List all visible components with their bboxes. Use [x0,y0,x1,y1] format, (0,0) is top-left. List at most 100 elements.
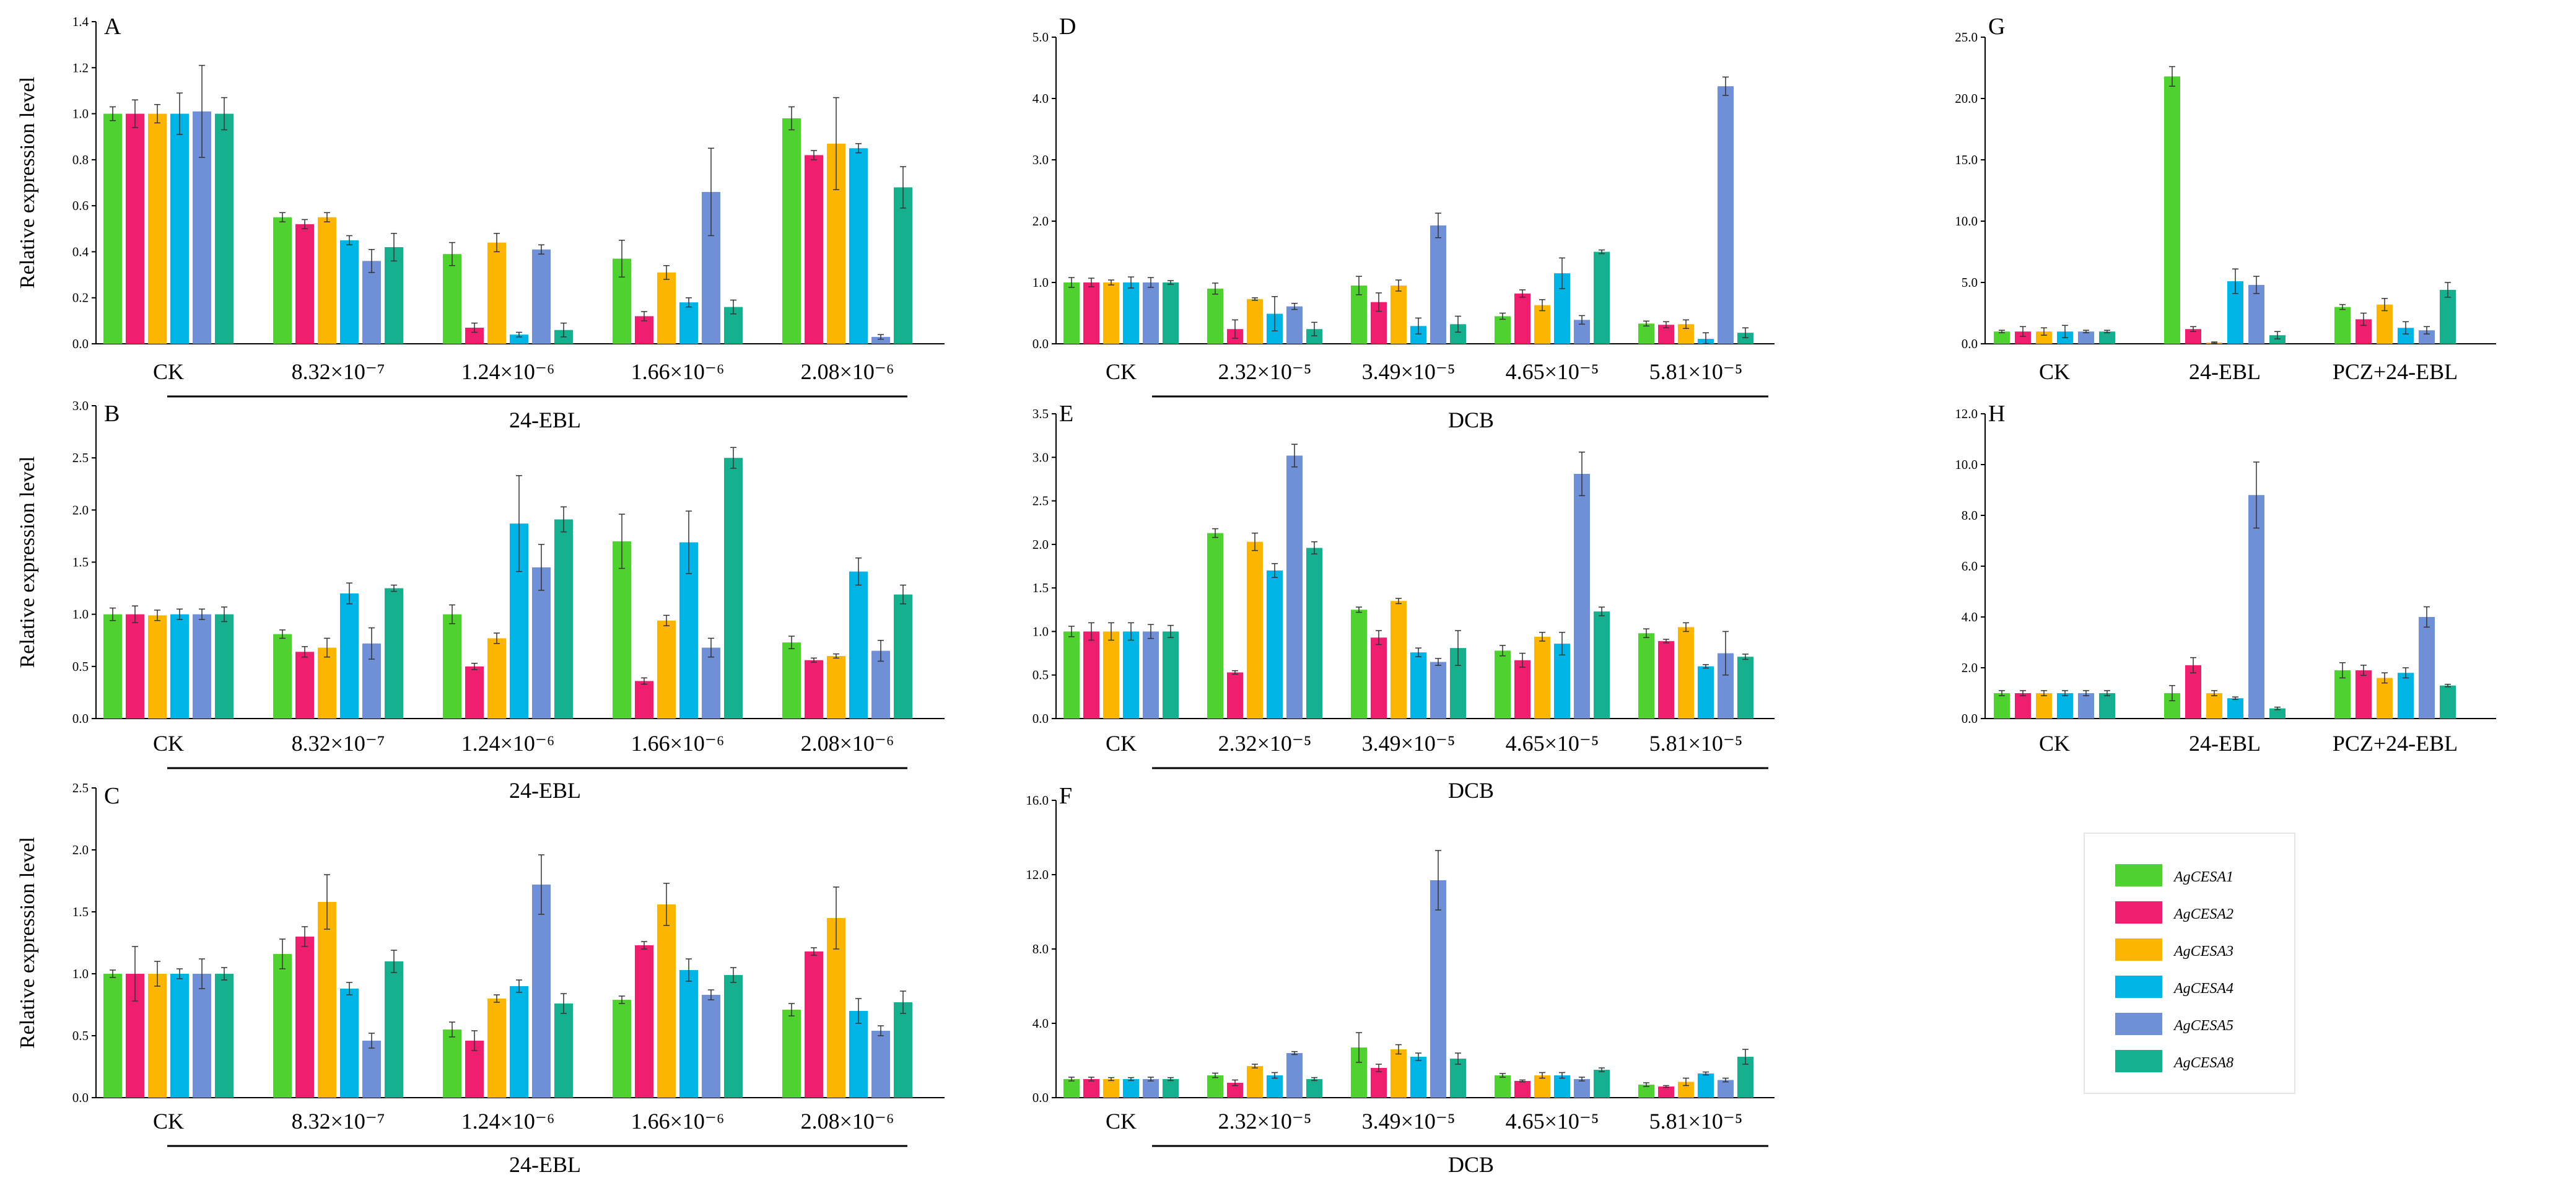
bar-f-1-4 [1286,1053,1303,1098]
bar-h-0-5 [2099,693,2115,719]
y-tick-label: 15.0 [1955,152,1978,167]
bar-f-1-2 [1247,1066,1263,1098]
y-tick-label: 0.6 [72,198,89,213]
bar-c-0-0 [103,974,122,1098]
legend-swatch [2115,1050,2162,1072]
bar-b-4-0 [782,642,801,719]
y-tick-label: 5.0 [1033,30,1049,45]
bar-f-3-1 [1514,1081,1530,1098]
bar-d-3-2 [1534,305,1550,344]
bar-b-4-5 [894,594,912,719]
bar-e-0-1 [1083,631,1099,719]
category-label: 4.65×10⁻⁵ [1506,731,1599,756]
bar-e-4-1 [1658,641,1674,719]
y-tick-label: 16.0 [1026,793,1049,808]
category-label: 8.32×10⁻⁷ [292,1109,385,1134]
category-label: 5.81×10⁻⁵ [1649,731,1743,756]
bar-e-2-4 [1430,662,1446,719]
panel-letter: G [1988,14,2005,40]
y-tick-label: 1.5 [72,904,89,919]
group-label: DCB [1448,1152,1494,1177]
bar-h-1-3 [2227,698,2243,719]
bar-a-0-3 [170,113,189,344]
bar-e-1-3 [1267,571,1283,719]
bar-a-0-2 [148,113,167,344]
bar-e-2-2 [1391,601,1407,719]
y-tick-label: 6.0 [1962,559,1978,574]
y-tick-label: 10.0 [1955,457,1978,472]
bar-h-2-2 [2377,678,2393,719]
y-tick-label: 2.0 [72,502,89,517]
y-tick-label: 4.0 [1962,610,1978,624]
category-label: 2.32×10⁻⁵ [1218,359,1312,384]
legend-label: AgCESA4 [2173,981,2233,997]
bar-h-0-1 [2015,693,2031,719]
category-label: CK [1106,1109,1137,1134]
bar-d-2-4 [1430,225,1446,344]
bar-a-3-3 [679,302,698,344]
y-tick-label: 0.0 [1962,711,1978,726]
bar-b-2-1 [465,666,484,719]
panel-f: F 0.0 4.0 8.0 12.0 16.0 CK 2.32×10⁻⁵ 3.49×10⁻⁵ 4.… [1026,783,1775,1177]
y-tick-label: 1.0 [1033,624,1049,639]
bar-d-4-5 [1737,333,1753,344]
bar-a-1-3 [340,240,359,344]
bar-e-0-4 [1143,631,1159,719]
bar-d-0-1 [1083,282,1099,344]
bar-b-0-1 [126,614,144,719]
legend-label: AgCESA1 [2173,869,2233,885]
y-tick-label: 0.8 [72,152,89,167]
bar-c-1-0 [273,954,292,1098]
y-tick-label: 25.0 [1955,30,1978,45]
y-tick-label: 20.0 [1955,91,1978,106]
y-tick-label: 0.5 [72,1028,89,1043]
bar-b-3-2 [657,620,676,719]
group-label: 24-EBL [509,778,581,803]
bar-h-1-5 [2269,708,2286,719]
bar-b-0-4 [193,614,211,719]
bar-a-2-3 [510,335,528,344]
bar-f-0-5 [1163,1079,1179,1098]
bar-f-2-5 [1450,1059,1466,1098]
bar-h-2-5 [2440,685,2456,719]
category-label: CK [153,1109,184,1134]
bar-e-3-0 [1495,650,1511,719]
y-tick-label: 5.0 [1962,275,1978,290]
y-tick-label: 1.0 [72,966,89,981]
legend-item: AgCESA1 [2115,864,2233,886]
category-label: PCZ+24-EBL [2333,359,2458,384]
legend-swatch [2115,1013,2162,1035]
y-tick-label: 0.0 [72,711,89,726]
bar-c-3-2 [657,904,676,1098]
bar-c-0-3 [170,974,189,1098]
bar-c-4-3 [849,1011,868,1098]
category-label: 1.66×10⁻⁶ [631,1109,725,1134]
bar-h-1-1 [2185,665,2201,719]
bar-f-0-1 [1083,1079,1099,1098]
bar-h-1-4 [2248,495,2264,719]
bar-e-3-2 [1534,636,1550,719]
bar-c-4-4 [871,1031,890,1098]
category-label: 2.08×10⁻⁶ [801,359,894,384]
y-tick-label: 3.0 [1033,152,1049,167]
y-tick-label: 8.0 [1033,942,1049,956]
bar-c-4-0 [782,1010,801,1098]
legend-label: AgCESA5 [2173,1018,2233,1034]
y-axis-label: Relative expression level [16,457,39,668]
category-label: 24-EBL [2189,731,2261,756]
bar-f-2-2 [1391,1049,1407,1098]
bar-e-2-0 [1351,610,1367,719]
bar-a-1-0 [273,217,292,344]
bar-b-0-5 [215,614,234,719]
bar-d-2-2 [1391,285,1407,344]
bar-c-2-2 [487,999,506,1098]
bar-c-3-1 [635,945,653,1098]
bar-c-1-2 [318,902,336,1098]
bar-d-4-4 [1718,86,1734,344]
bar-f-2-1 [1371,1068,1387,1098]
bar-g-1-5 [2269,335,2286,344]
group-label: DCB [1448,778,1494,803]
category-label: 1.24×10⁻⁶ [461,359,555,384]
category-label: 2.08×10⁻⁶ [801,731,894,756]
